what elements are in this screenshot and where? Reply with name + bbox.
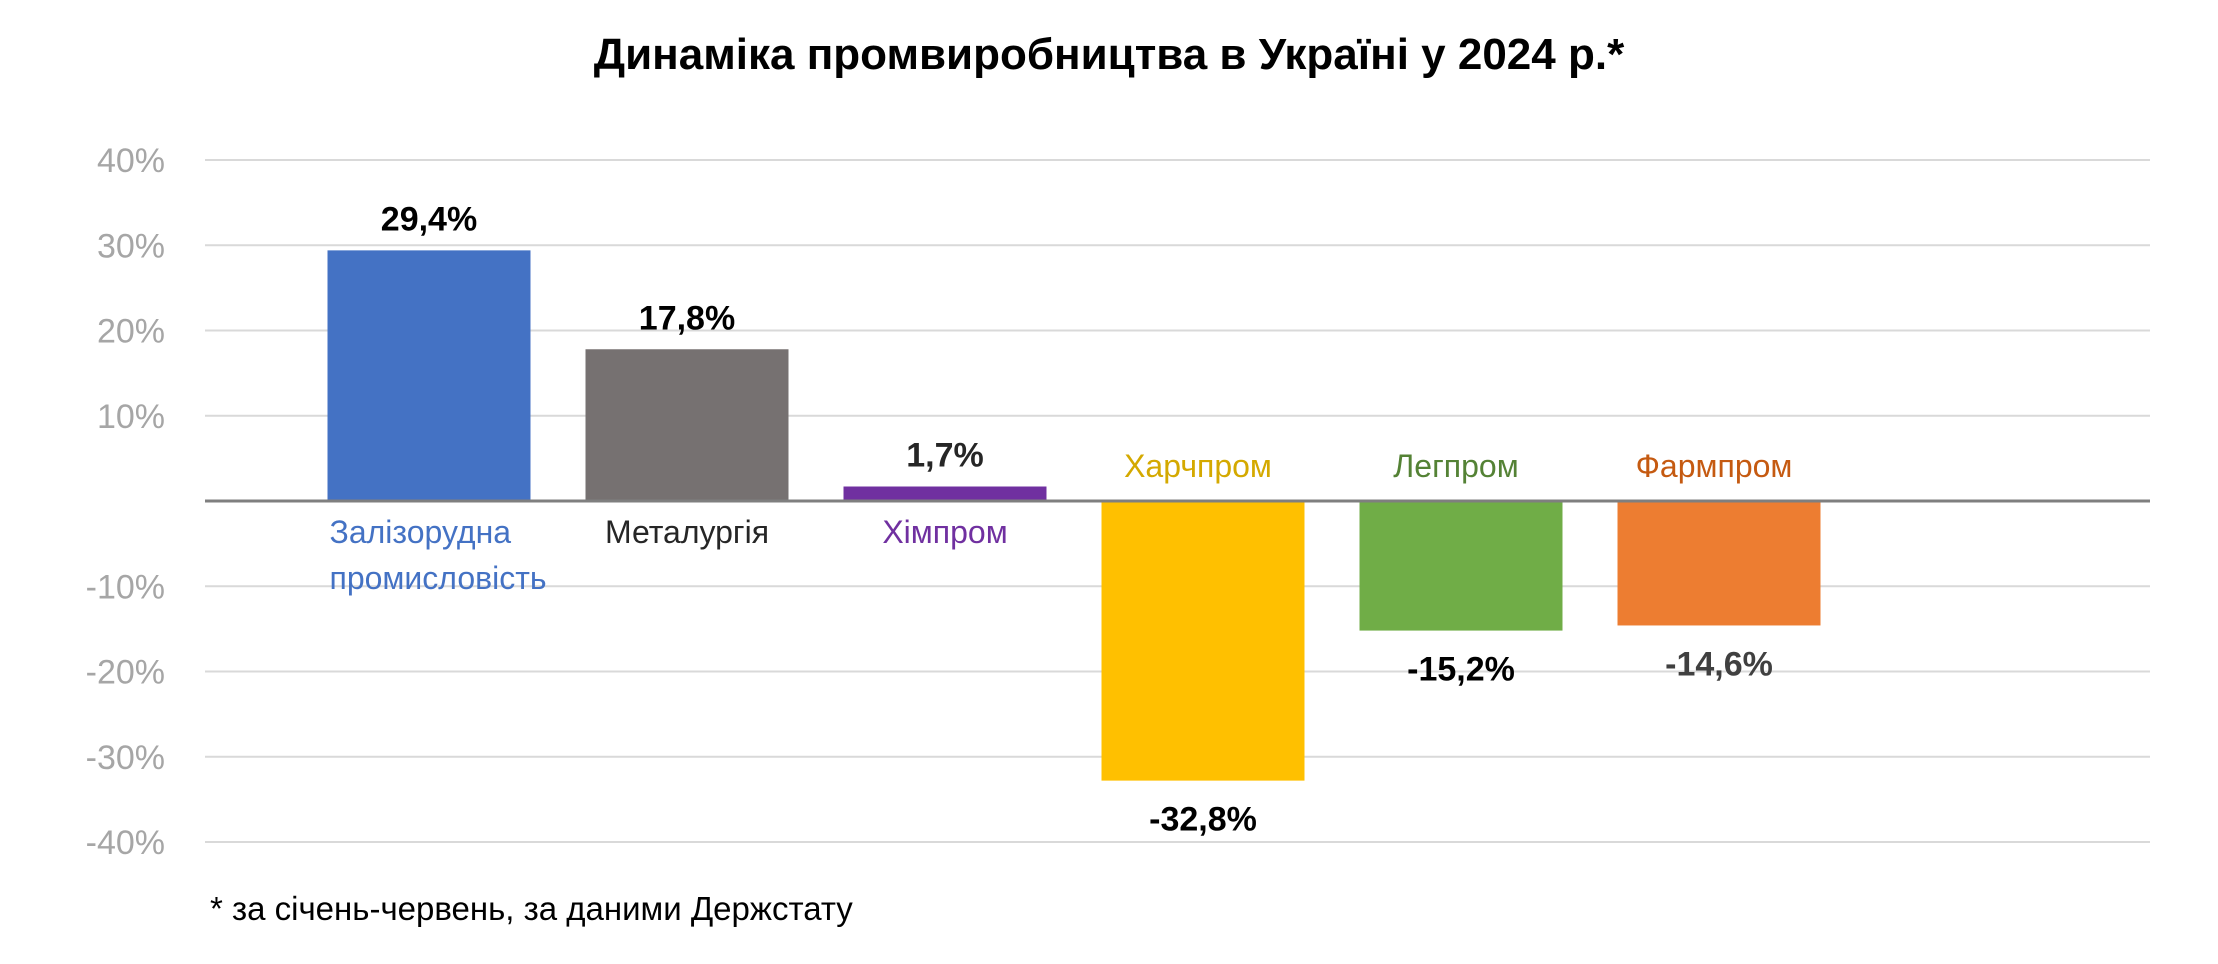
data-label: -14,6% (1665, 645, 1773, 683)
data-label: 1,7% (906, 437, 984, 475)
y-tick-label: 20% (97, 313, 165, 351)
data-labels: 29,4% 17,8% 1,7% -32,8% -15,2% -14,6% (381, 200, 1773, 838)
chart-title: Динаміка промвиробництва в Україні у 202… (593, 30, 1625, 79)
data-label: -32,8% (1149, 801, 1257, 839)
bars (327, 250, 1821, 781)
bar (585, 349, 789, 501)
category-labels: Залізорудна промисловість Металургія Хімпро… (330, 448, 1793, 596)
data-label: 29,4% (381, 200, 477, 238)
bar (843, 486, 1047, 501)
y-tick-label: -30% (86, 739, 165, 777)
category-label: Харчпром (1124, 448, 1272, 484)
category-label: промисловість (330, 560, 547, 596)
bar (1101, 501, 1305, 781)
y-tick-label: -10% (86, 568, 165, 606)
category-label: Хімпром (882, 514, 1007, 550)
y-tick-label: -20% (86, 654, 165, 692)
bar (1359, 501, 1563, 631)
y-axis-ticks: 40% 30% 20% 10% -10% -20% -30% -40% (86, 142, 165, 862)
data-label: 17,8% (639, 299, 735, 337)
category-label: Металургія (605, 514, 769, 550)
category-label: Легпром (1393, 448, 1518, 484)
y-tick-label: 30% (97, 227, 165, 265)
y-tick-label: 10% (97, 398, 165, 436)
y-tick-label: 40% (97, 142, 165, 180)
y-tick-label: -40% (86, 824, 165, 862)
bar (327, 250, 531, 501)
category-label: Залізорудна (330, 514, 512, 550)
bar (1617, 501, 1821, 626)
chart-footnote: * за січень-червень, за даними Держстату (210, 890, 853, 927)
category-label: Фармпром (1636, 448, 1793, 484)
data-label: -15,2% (1407, 651, 1515, 689)
